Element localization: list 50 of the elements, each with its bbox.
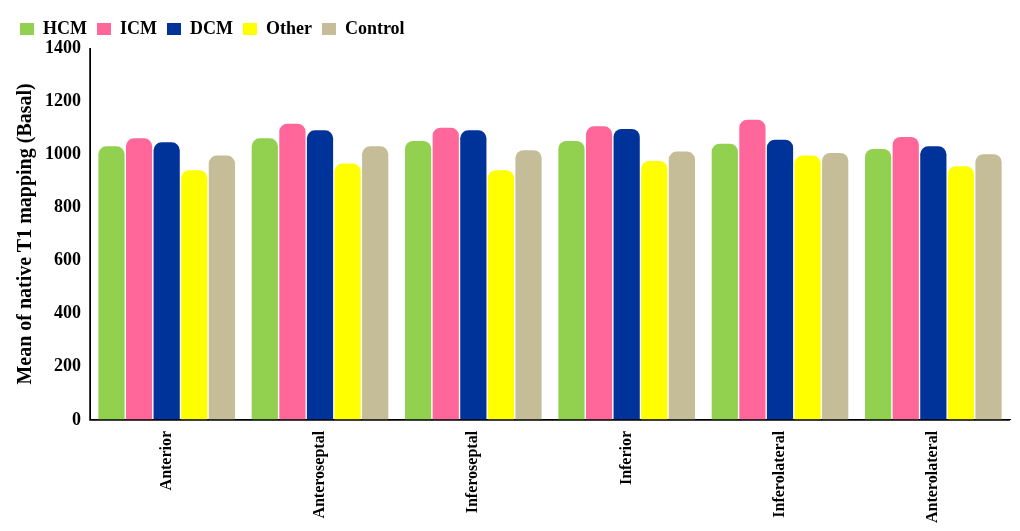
bar — [585, 126, 613, 420]
bar — [613, 129, 640, 420]
y-tick-label: 600 — [54, 249, 81, 270]
legend-label: ICM — [119, 17, 157, 38]
y-tick-label: 400 — [54, 302, 81, 323]
y-tick-label: 1400 — [45, 36, 81, 57]
y-axis-title: Mean of native T1 mapping (Basal) — [13, 83, 37, 385]
bar — [487, 170, 515, 420]
x-tick-label: Inferoseptal — [463, 430, 482, 514]
bar — [515, 150, 542, 420]
x-tick-label: Anterolateral — [923, 430, 941, 524]
bar — [558, 140, 585, 420]
bar — [405, 140, 432, 420]
x-tick-label: Inferolateral — [770, 430, 788, 518]
bar — [362, 146, 389, 420]
y-tick-label: 200 — [54, 355, 81, 376]
y-tick-label: 1000 — [45, 142, 81, 163]
bar — [181, 170, 208, 420]
bar — [766, 139, 794, 420]
x-tick-label: Anteroseptal — [310, 430, 329, 519]
bar — [975, 154, 1002, 420]
legend-label: Control — [344, 17, 405, 38]
bar — [251, 138, 278, 420]
legend-label: Other — [265, 17, 312, 38]
y-tick-label: 1200 — [45, 89, 81, 110]
bar — [306, 130, 334, 420]
x-tick-label: Anterior — [156, 430, 174, 491]
legend-label: DCM — [189, 17, 233, 38]
bar — [794, 155, 821, 420]
bar — [641, 160, 668, 420]
bar — [668, 151, 695, 420]
bar — [865, 148, 892, 420]
bar — [279, 123, 306, 420]
bar — [711, 143, 738, 420]
y-tick-label: 0 — [72, 408, 81, 429]
bar — [920, 146, 947, 420]
bar — [822, 152, 849, 420]
bar — [432, 127, 459, 420]
bar — [739, 119, 766, 420]
bar — [208, 155, 235, 420]
bar — [125, 138, 153, 420]
bar — [947, 166, 975, 420]
bar — [98, 146, 125, 420]
legend-label: HCM — [43, 17, 87, 38]
x-tick-label: Inferior — [616, 430, 634, 486]
bar — [153, 142, 180, 420]
bar — [334, 163, 361, 420]
bar — [892, 136, 919, 420]
y-tick-label: 800 — [54, 196, 81, 217]
bar — [460, 130, 487, 420]
